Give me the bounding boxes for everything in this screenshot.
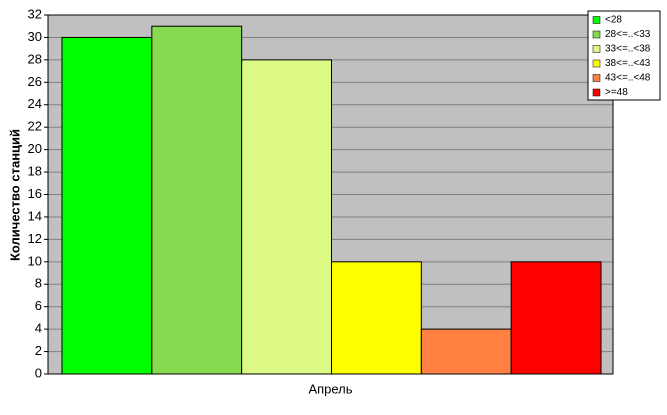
y-tick-label: 30 [28,29,42,44]
y-tick-label: 14 [28,208,42,223]
legend-label: 43<=..<48 [605,73,651,84]
legend-box [587,10,661,101]
x-tick-label: Апрель [308,381,352,396]
legend-label: 33<=..<38 [605,44,651,55]
bar [61,36,153,375]
legend-swatch [592,30,601,39]
y-tick-label: 6 [35,298,42,313]
y-tick-label: 18 [28,164,42,179]
y-axis-label: Количество станций [7,129,22,261]
y-tick-label: 24 [28,96,42,111]
y-tick-label: 32 [28,6,42,21]
y-tick-label: 8 [35,276,42,291]
bar [420,328,512,375]
legend-swatch [592,16,601,24]
y-tick-label: 12 [28,231,42,246]
y-tick-label: 28 [28,51,42,66]
legend-swatch [592,88,601,97]
y-tick-label: 26 [28,74,42,89]
bar [151,25,243,375]
bar [241,59,333,375]
bar [331,261,422,375]
bars [61,25,602,375]
y-tick-label: 10 [28,253,42,268]
legend-label: >=48 [605,87,628,98]
y-tick-label: 16 [28,186,42,201]
legend-swatch [592,45,601,53]
y-tick-label: 0 [35,365,42,380]
legend-swatch [592,74,601,82]
y-tick-label: 20 [28,141,42,156]
legend-label: 28<=..<33 [605,29,651,40]
legend-label: <28 [605,15,622,26]
y-tick-label: 2 [35,343,42,358]
bar [510,261,602,375]
y-tick-label: 22 [28,119,42,134]
legend-label: 38<=..<43 [605,58,651,69]
y-tick-label: 4 [35,321,42,336]
legend: <28 28<=..<33 33<=..<38 38<=..<43 43<=..<48 >… [587,10,661,101]
legend-swatch [592,59,601,68]
